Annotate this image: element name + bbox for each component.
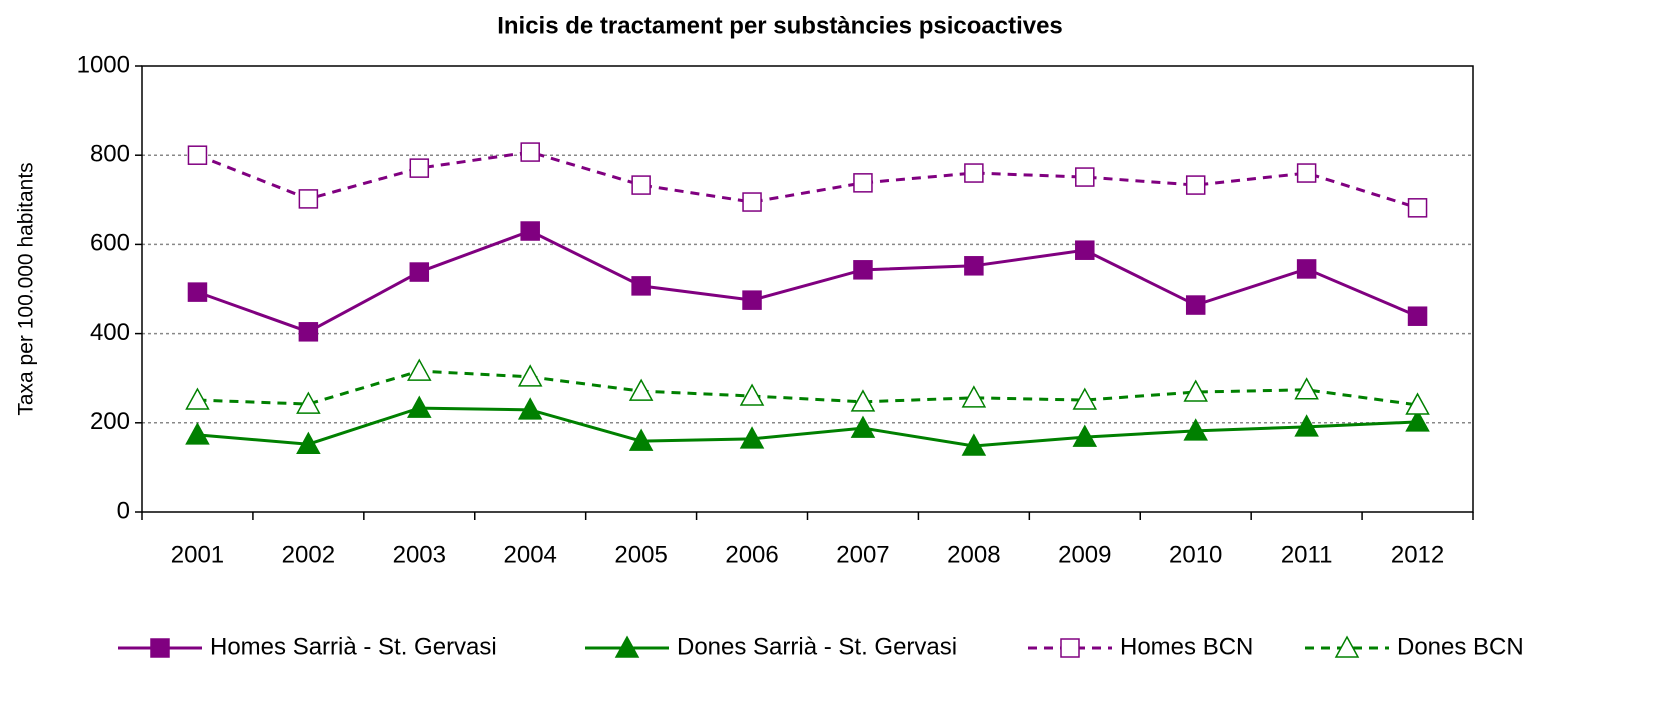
marker	[187, 282, 208, 302]
marker	[739, 426, 765, 449]
marker	[409, 262, 430, 282]
marker	[1072, 387, 1098, 410]
y-tick-label: 200	[90, 408, 130, 435]
marker	[1183, 418, 1208, 441]
x-tick-label: 2009	[1058, 541, 1111, 568]
x-tick-label: 2001	[171, 541, 224, 568]
marker	[1294, 377, 1319, 400]
legend-label: Dones BCN	[1397, 633, 1524, 660]
y-tick-label: 400	[90, 319, 130, 346]
marker	[187, 145, 208, 165]
marker	[853, 260, 873, 280]
marker	[407, 395, 432, 418]
marker	[631, 175, 651, 195]
marker	[185, 422, 210, 445]
marker	[1407, 198, 1428, 218]
series-line	[197, 369, 1418, 407]
marker	[1075, 240, 1095, 260]
y-tick-label: 0	[117, 497, 130, 524]
x-tick-label: 2002	[282, 541, 335, 568]
marker	[520, 221, 540, 241]
marker	[1405, 392, 1430, 415]
marker	[296, 431, 321, 454]
series-line	[196, 150, 1418, 210]
marker	[298, 189, 319, 209]
marker	[964, 256, 984, 276]
marker	[961, 433, 987, 456]
marker	[296, 391, 321, 414]
legend-marker	[1334, 635, 1360, 658]
plot-frame	[141, 65, 1474, 513]
marker	[1296, 259, 1317, 279]
x-tick-label: 2008	[947, 541, 1000, 568]
marker	[961, 385, 987, 408]
x-tick-label: 2010	[1169, 541, 1222, 568]
y-tick-label: 800	[90, 141, 130, 168]
x-tick-label: 2003	[393, 541, 446, 568]
x-tick-label: 2005	[614, 541, 667, 568]
marker	[742, 192, 762, 212]
x-tick-label: 2004	[504, 541, 557, 568]
marker	[407, 358, 432, 381]
marker	[185, 387, 210, 410]
marker	[520, 142, 540, 162]
x-tick-label: 2007	[836, 541, 889, 568]
marker	[1075, 167, 1095, 187]
legend-label: Homes Sarrià - St. Gervasi	[210, 633, 497, 660]
marker	[850, 415, 876, 438]
x-tick-label: 2011	[1281, 541, 1333, 568]
marker	[853, 173, 873, 193]
marker	[628, 378, 654, 401]
marker	[298, 322, 319, 342]
series-line	[196, 229, 1419, 334]
chart-title: Inicis de tractament per substàncies psi…	[497, 12, 1063, 39]
y-tick-label: 600	[90, 230, 130, 257]
marker	[631, 276, 651, 296]
marker	[739, 383, 765, 406]
marker	[964, 163, 984, 183]
legend-marker	[614, 635, 640, 658]
y-axis-label: Taxa per 100.000 habitants	[15, 162, 38, 415]
legend-marker	[150, 638, 170, 658]
marker	[1405, 409, 1430, 432]
marker	[850, 389, 876, 412]
marker	[628, 428, 654, 451]
marker	[1185, 295, 1206, 315]
marker	[517, 364, 543, 387]
marker	[1185, 175, 1206, 195]
marker	[1294, 414, 1319, 437]
marker	[517, 397, 543, 420]
marker	[1072, 424, 1098, 447]
legend-label: Dones Sarrià - St. Gervasi	[677, 633, 957, 660]
x-tick-label: 2012	[1391, 541, 1444, 568]
x-tick-label: 2006	[725, 541, 778, 568]
marker	[409, 158, 430, 178]
marker	[1296, 163, 1317, 183]
legend-marker	[1060, 638, 1080, 658]
series-line	[197, 406, 1418, 448]
legend-label: Homes BCN	[1120, 633, 1253, 660]
marker	[1407, 306, 1428, 326]
marker	[1183, 379, 1208, 402]
y-tick-label: 1000	[77, 51, 130, 78]
marker	[742, 290, 762, 310]
